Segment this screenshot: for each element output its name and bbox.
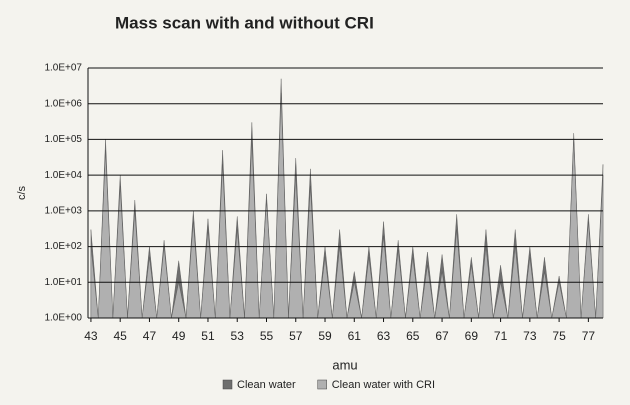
x-tick-label: 61 xyxy=(348,329,362,343)
x-tick-label: 53 xyxy=(231,329,245,343)
x-tick-label: 67 xyxy=(435,329,449,343)
y-axis-label: c/s xyxy=(16,185,28,200)
x-tick-label: 55 xyxy=(260,329,274,343)
y-tick-label: 1.0E+02 xyxy=(44,241,82,252)
x-tick-label: 77 xyxy=(582,329,596,343)
x-tick-label: 59 xyxy=(318,329,332,343)
x-tick-label: 65 xyxy=(406,329,420,343)
x-tick-label: 73 xyxy=(523,329,537,343)
x-tick-label: 63 xyxy=(377,329,391,343)
y-tick-label: 1.0E+00 xyxy=(44,313,82,324)
legend-label: Clean water xyxy=(237,379,296,391)
x-axis-label: amu xyxy=(332,357,357,372)
y-tick-label: 1.0E+03 xyxy=(44,205,82,216)
x-tick-label: 51 xyxy=(201,329,215,343)
y-tick-label: 1.0E+04 xyxy=(44,170,82,181)
x-tick-label: 71 xyxy=(494,329,508,343)
x-tick-label: 49 xyxy=(172,329,186,343)
y-tick-label: 1.0E+07 xyxy=(44,63,82,74)
legend-label: Clean water with CRI xyxy=(332,379,435,391)
y-tick-label: 1.0E+05 xyxy=(44,134,82,145)
chart-title: Mass scan with and without CRI xyxy=(115,13,374,32)
x-tick-label: 75 xyxy=(552,329,566,343)
x-tick-label: 57 xyxy=(289,329,303,343)
x-tick-label: 47 xyxy=(143,329,157,343)
y-tick-label: 1.0E+06 xyxy=(44,98,82,109)
legend-swatch xyxy=(317,379,327,390)
x-tick-label: 45 xyxy=(114,329,128,343)
legend-swatch xyxy=(222,379,233,390)
x-tick-label: 43 xyxy=(84,329,98,343)
x-tick-label: 69 xyxy=(465,329,479,343)
area xyxy=(90,92,604,319)
y-tick-label: 1.0E+01 xyxy=(44,277,82,288)
